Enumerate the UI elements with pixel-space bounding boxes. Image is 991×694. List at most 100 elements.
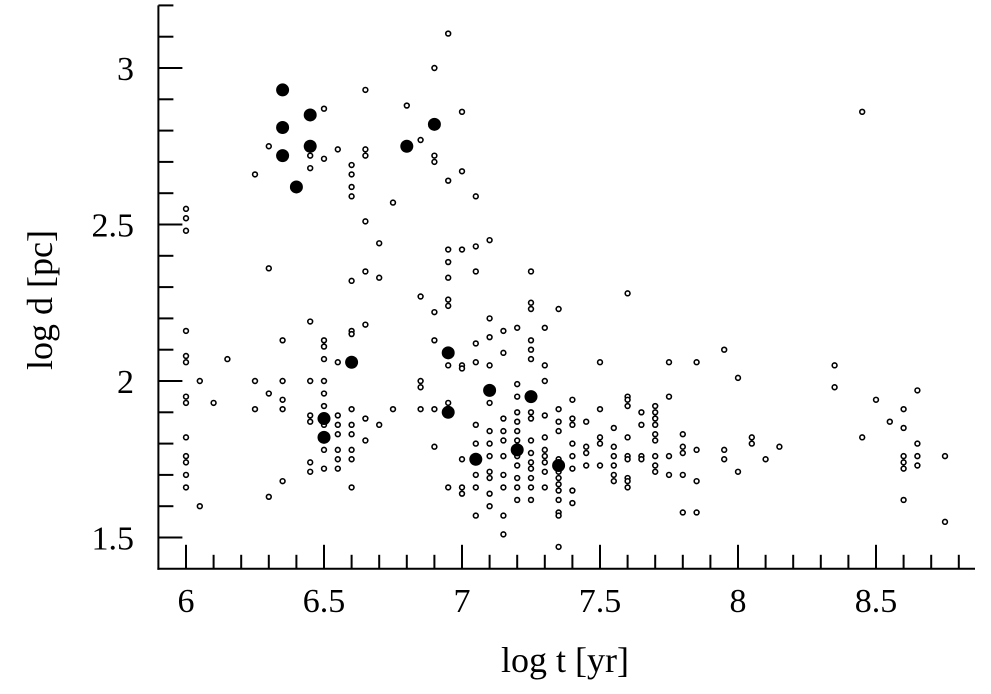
open-point <box>417 293 424 300</box>
open-point <box>858 434 866 441</box>
open-point <box>445 484 452 491</box>
open-point <box>182 459 190 466</box>
open-point <box>679 509 686 516</box>
y-tick-label: 1.5 <box>92 521 135 558</box>
open-point <box>513 496 521 504</box>
open-point <box>900 496 907 504</box>
open-point <box>679 443 686 450</box>
y-tick-label: 2.5 <box>92 208 135 245</box>
filled-point <box>441 405 455 419</box>
open-point <box>638 409 645 416</box>
open-point <box>348 193 355 200</box>
open-point <box>445 177 452 184</box>
open-point <box>389 405 397 413</box>
open-point <box>389 199 397 206</box>
filled-point <box>469 452 483 466</box>
open-point <box>720 456 728 463</box>
filled-point <box>276 149 290 163</box>
open-point <box>527 496 535 504</box>
open-point <box>914 452 921 460</box>
open-point <box>279 337 286 344</box>
open-point <box>431 158 438 166</box>
open-point <box>665 359 673 366</box>
filled-point <box>510 443 524 457</box>
open-point <box>555 305 562 313</box>
open-point <box>513 437 521 444</box>
open-point <box>651 409 659 416</box>
open-point <box>334 431 341 438</box>
open-point <box>348 446 355 454</box>
open-point <box>569 421 576 429</box>
x-tick-label: 8 <box>730 583 747 620</box>
open-point <box>486 474 493 482</box>
open-point <box>445 302 452 310</box>
filled-point <box>276 120 290 134</box>
open-point <box>541 452 548 460</box>
open-point <box>362 86 369 94</box>
open-point <box>486 333 493 341</box>
open-point <box>665 393 673 400</box>
open-point <box>445 30 452 37</box>
open-point <box>900 424 907 432</box>
open-point <box>251 377 259 385</box>
filled-point <box>276 83 290 97</box>
open-point <box>914 440 921 447</box>
open-point <box>872 396 880 403</box>
open-point <box>500 437 507 444</box>
open-point <box>472 421 479 429</box>
open-point <box>320 337 328 344</box>
open-point <box>431 443 438 450</box>
open-point <box>776 443 783 450</box>
open-point <box>858 108 866 116</box>
open-point <box>541 434 548 441</box>
open-point <box>348 405 355 413</box>
open-point <box>665 452 673 460</box>
open-point <box>555 512 562 519</box>
axes <box>157 4 975 570</box>
open-point <box>500 452 507 460</box>
open-point <box>182 399 190 407</box>
open-point <box>348 183 355 191</box>
x-tick-label: 6 <box>178 583 195 620</box>
open-point <box>348 421 355 429</box>
open-point <box>348 456 355 463</box>
open-point <box>458 490 466 497</box>
open-point <box>638 421 645 429</box>
open-point <box>486 440 493 447</box>
open-point <box>527 268 535 275</box>
open-point <box>831 362 838 369</box>
open-point <box>596 434 604 441</box>
open-point <box>417 136 424 144</box>
open-point <box>734 374 742 382</box>
filled-point <box>303 139 317 153</box>
filled-point <box>400 139 414 153</box>
open-point <box>555 405 562 413</box>
open-point <box>638 456 645 463</box>
open-point <box>486 503 493 510</box>
open-point <box>472 440 479 447</box>
open-point <box>693 509 700 516</box>
open-point <box>334 446 341 454</box>
open-point <box>445 362 452 369</box>
open-point <box>362 437 369 444</box>
open-point <box>900 405 907 413</box>
open-point <box>307 412 314 419</box>
open-point <box>651 462 659 469</box>
open-point <box>307 418 314 425</box>
open-point <box>320 465 328 472</box>
open-point <box>320 355 328 363</box>
open-point <box>541 459 548 466</box>
open-point <box>900 452 907 460</box>
open-point <box>624 434 631 441</box>
open-point <box>362 268 369 275</box>
open-point <box>182 215 190 222</box>
open-point <box>555 543 562 551</box>
filled-point <box>317 412 331 426</box>
open-point <box>693 359 700 366</box>
open-point <box>527 474 535 482</box>
open-point <box>555 474 562 482</box>
open-point <box>486 452 493 460</box>
open-point <box>431 405 438 413</box>
open-point <box>348 161 355 169</box>
filled-point <box>317 430 331 444</box>
